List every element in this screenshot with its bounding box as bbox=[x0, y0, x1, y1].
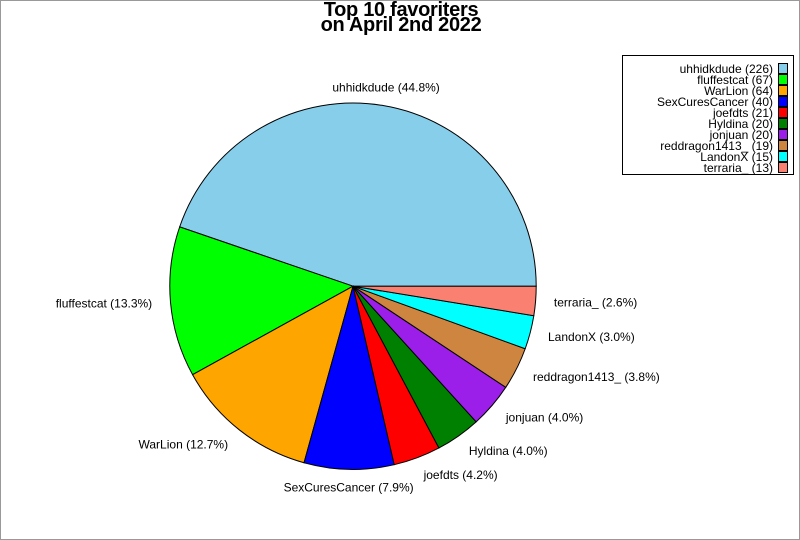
svg-text:WarLion (12.7%): WarLion (12.7%) bbox=[139, 437, 229, 451]
svg-text:fluffestcat (13.3%): fluffestcat (13.3%) bbox=[56, 297, 153, 311]
svg-text:LandonX (3.0%): LandonX (3.0%) bbox=[548, 330, 635, 344]
svg-text:Hyldina (4.0%): Hyldina (4.0%) bbox=[469, 444, 548, 458]
svg-text:SexCuresCancer (7.9%): SexCuresCancer (7.9%) bbox=[284, 481, 414, 495]
svg-text:terraria_ (2.6%): terraria_ (2.6%) bbox=[554, 296, 637, 310]
svg-text:joefdts (4.2%): joefdts (4.2%) bbox=[423, 468, 498, 482]
svg-text:uhhidkdude (44.8%): uhhidkdude (44.8%) bbox=[332, 80, 439, 94]
svg-text:reddragon1413_ (3.8%): reddragon1413_ (3.8%) bbox=[533, 370, 660, 384]
svg-text:jonjuan (4.0%): jonjuan (4.0%) bbox=[505, 410, 583, 424]
